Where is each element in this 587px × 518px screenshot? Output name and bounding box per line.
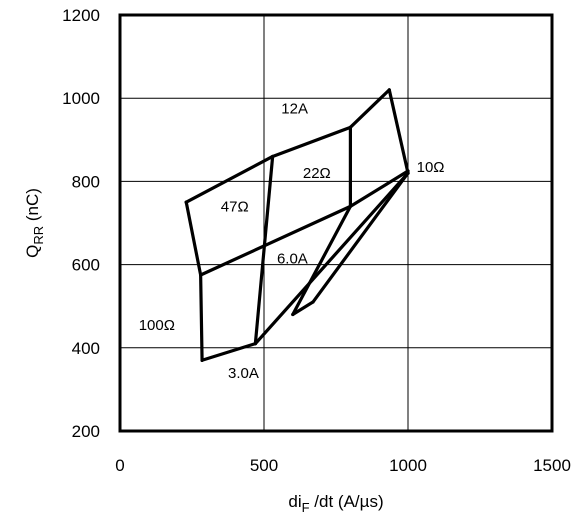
y-tick-label-600: 600 — [72, 256, 100, 275]
data-point-12a-3 — [387, 88, 391, 92]
data-point-22-1 — [348, 204, 352, 208]
data-point-47-1 — [253, 342, 257, 346]
data-point-22-0 — [348, 125, 352, 129]
annotation-10: 10Ω — [417, 159, 445, 176]
data-series — [184, 88, 410, 362]
annotation-100: 100Ω — [139, 317, 175, 334]
y-tick-label-1000: 1000 — [62, 89, 100, 108]
series-line-22 — [291, 125, 410, 317]
data-point-47-0 — [271, 154, 275, 159]
series-line-47 — [253, 154, 275, 346]
y-tick-label-1200: 1200 — [62, 6, 100, 25]
y-tick-label-400: 400 — [72, 339, 100, 358]
annotation-3-0a: 3.0A — [228, 365, 259, 382]
series-line-100 — [184, 200, 204, 362]
y-axis-title: QRR (nC) — [23, 188, 46, 258]
annotation-labels: 12A 10Ω 22Ω 47Ω 6.0A 100Ω 3.0A — [139, 101, 445, 382]
data-point-100-0 — [184, 200, 188, 204]
data-point-22-4 — [406, 171, 410, 175]
x-axis-title: diF /dt (A/µs) — [288, 492, 383, 515]
data-point-22-2 — [291, 312, 295, 317]
data-point-100-2 — [200, 358, 204, 362]
annotation-12a: 12A — [281, 101, 308, 118]
data-point-100-1 — [199, 273, 203, 277]
y-tick-label-800: 800 — [72, 172, 100, 191]
plot-frame — [118, 13, 554, 433]
y-tick-label-200: 200 — [72, 422, 100, 441]
annotation-22: 22Ω — [303, 165, 331, 182]
annotation-47: 47Ω — [221, 198, 249, 215]
grid-lines — [120, 15, 552, 431]
x-tick-label-1000: 1000 — [389, 456, 427, 475]
x-tick-label-500: 500 — [250, 456, 278, 475]
x-tick-label-0: 0 — [115, 456, 124, 475]
data-point-22-3 — [311, 300, 315, 304]
tick-labels: 0 500 1000 1500 200 400 600 800 1000 1200 — [62, 6, 571, 475]
x-tick-label-1500: 1500 — [533, 456, 571, 475]
annotation-6-0a: 6.0A — [277, 250, 308, 267]
